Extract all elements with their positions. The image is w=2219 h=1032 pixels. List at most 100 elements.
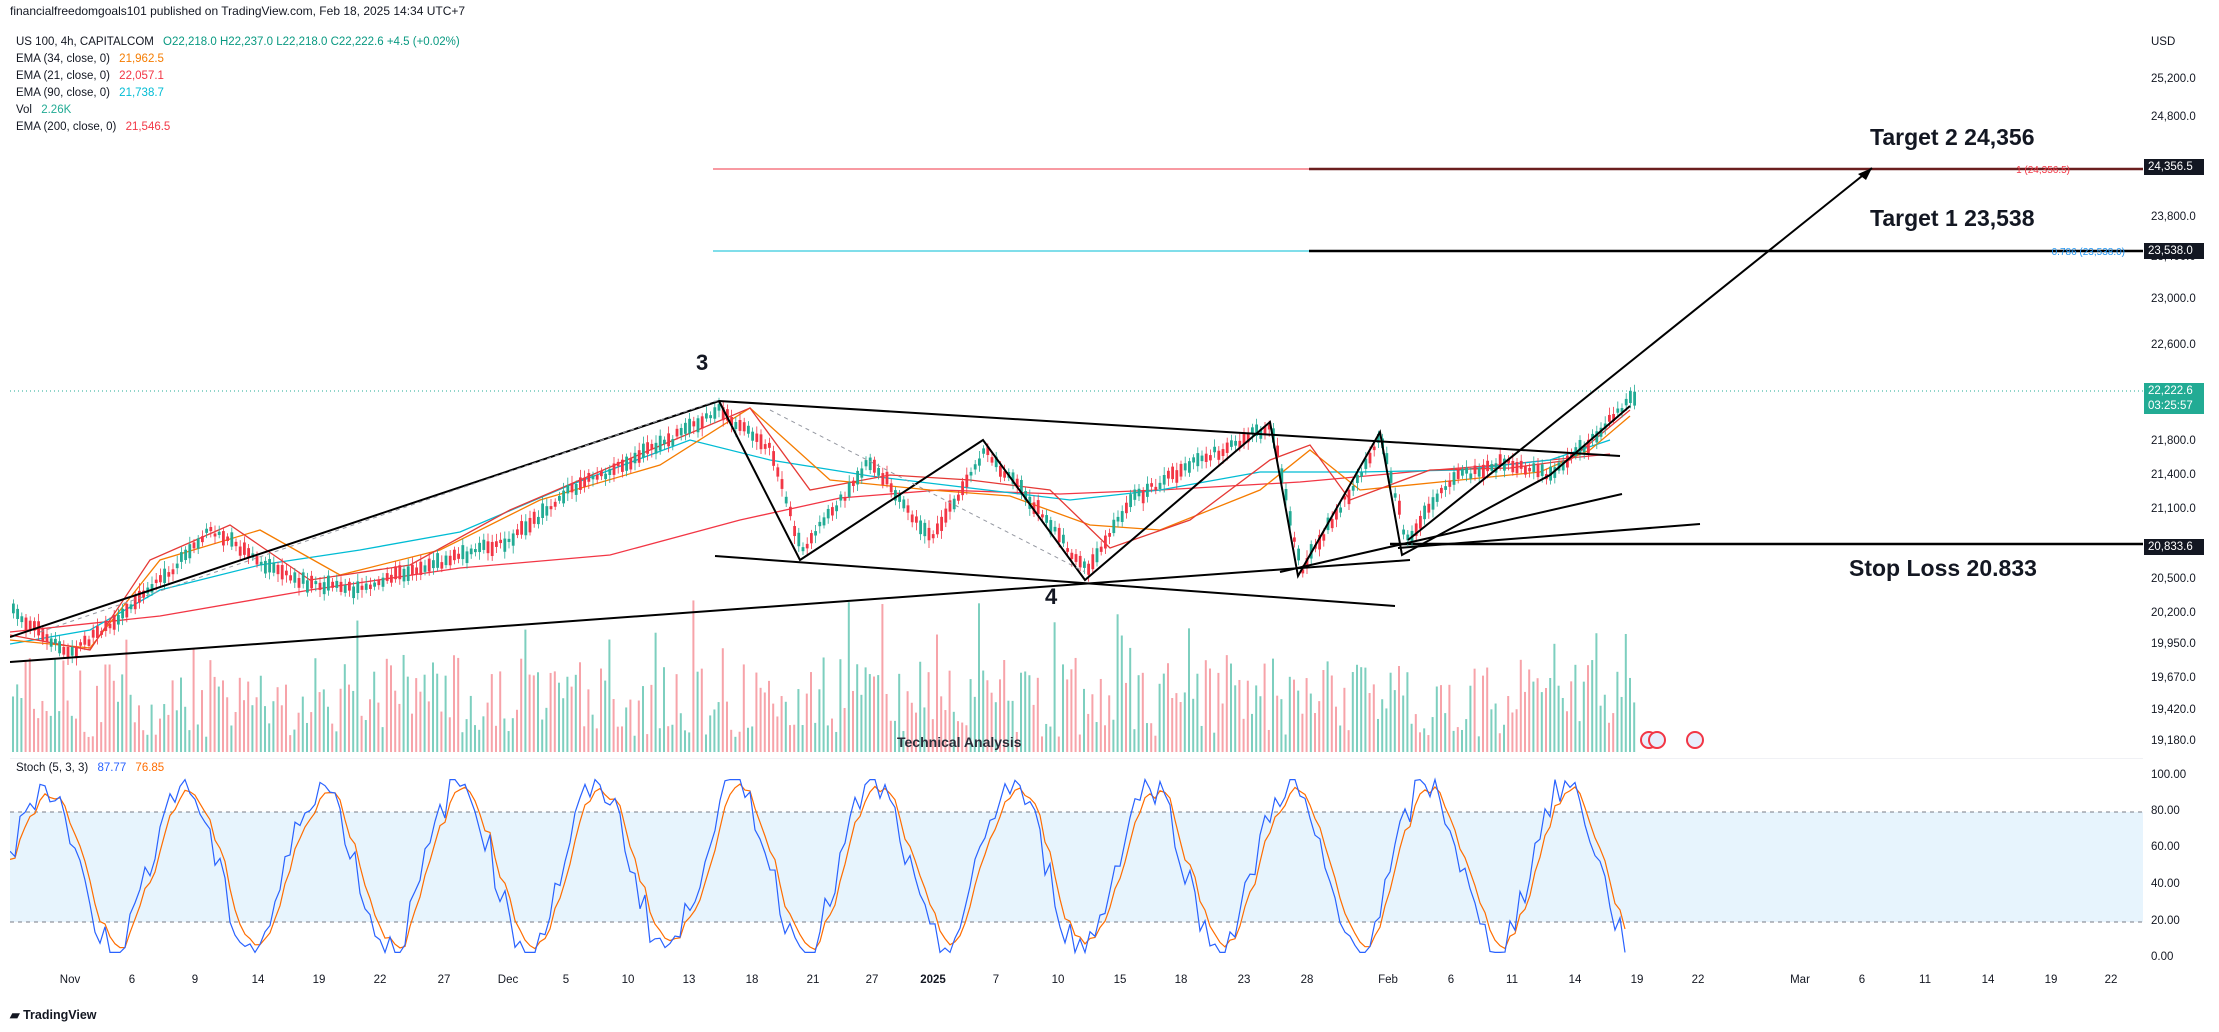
stoch-d-line <box>10 783 1626 951</box>
wave-3-label[interactable]: 3 <box>696 350 709 375</box>
legend-vol[interactable]: Vol 2.26K <box>16 102 460 119</box>
candle <box>919 520 922 535</box>
legend-ema90[interactable]: EMA (90, close, 0) 21,738.7 <box>16 85 460 102</box>
legend-symbol-row[interactable]: US 100, 4h, CAPITALCOM O22,218.0 H22,237… <box>16 34 460 51</box>
target1-label[interactable]: Target 1 23,538 <box>1870 205 2035 231</box>
candle <box>1423 505 1426 520</box>
candle <box>1553 467 1557 478</box>
volume-bar <box>910 702 913 752</box>
candle <box>986 446 990 456</box>
tradingview-logo[interactable]: ▰ TradingView <box>10 1007 97 1022</box>
price-tick: 20,200.0 <box>2151 607 2196 619</box>
volume-bar <box>1062 664 1064 752</box>
candle <box>684 422 687 434</box>
candle <box>616 461 620 467</box>
candle <box>1465 467 1468 474</box>
pattern-lines[interactable] <box>10 167 1873 663</box>
volume-bar <box>1255 685 1258 752</box>
stoch-tick: 80.00 <box>2151 805 2180 817</box>
legend-ema34[interactable]: EMA (34, close, 0) 21,962.5 <box>16 51 460 68</box>
candle <box>352 586 355 599</box>
volume-bar <box>285 684 287 752</box>
us-event-icon[interactable] <box>1686 731 1704 749</box>
stoch-legend[interactable]: Stoch (5, 3, 3) 87.77 76.85 <box>16 762 164 774</box>
candle <box>1209 455 1212 461</box>
price-tick: 21,400.0 <box>2151 469 2196 481</box>
candle <box>1473 465 1477 475</box>
time-tick: 22 <box>2104 974 2118 986</box>
volume-bar <box>385 658 388 752</box>
volume-bar <box>322 689 325 752</box>
time-tick: 6 <box>1447 974 1455 986</box>
candle <box>558 495 561 501</box>
volume-bar <box>595 728 598 752</box>
volume-bar <box>1473 668 1476 752</box>
us-event-icon[interactable] <box>1648 731 1666 749</box>
candle <box>108 623 112 629</box>
target2-label[interactable]: Target 2 24,356 <box>1870 124 2035 150</box>
price-chart[interactable]: 1 (24,356.5) 0.786 (23,538.0) <box>10 20 2143 756</box>
price-axis[interactable]: 25,200.024,800.023,800.023,400.023,000.0… <box>2143 0 2219 756</box>
retracement-dashed-line <box>769 409 1086 573</box>
volume-bar <box>1263 663 1266 752</box>
candle <box>1099 546 1103 552</box>
volume-bar <box>1288 676 1291 752</box>
volume-bar <box>1452 730 1455 752</box>
candle <box>171 569 175 575</box>
candle <box>402 568 406 582</box>
candle <box>1003 471 1006 478</box>
volume-bar <box>562 698 565 752</box>
candle <box>1402 529 1405 535</box>
time-tick: 19 <box>312 974 326 986</box>
volume-bar <box>121 674 124 752</box>
volume-bar <box>381 727 384 752</box>
legend-ema200[interactable]: EMA (200, close, 0) 21,546.5 <box>16 119 460 136</box>
volume-bar <box>805 693 808 752</box>
wave-4-label[interactable]: 4 <box>1045 584 1058 609</box>
candle <box>654 442 658 454</box>
candle <box>772 451 775 466</box>
volume-bar <box>348 684 350 752</box>
legend-ema21[interactable]: EMA (21, close, 0) 22,057.1 <box>16 68 460 85</box>
volume-bar <box>738 731 741 752</box>
candle <box>448 555 452 566</box>
volume-bar <box>503 718 506 752</box>
volume-bar <box>826 725 829 752</box>
price-tick: 20,500.0 <box>2151 573 2196 585</box>
candle <box>490 541 494 557</box>
candle <box>322 582 326 595</box>
candle <box>516 529 519 536</box>
candle <box>709 415 712 419</box>
volume-bar <box>1053 622 1056 752</box>
candle <box>465 551 469 564</box>
candle <box>927 527 931 541</box>
candle <box>1171 466 1174 480</box>
candle <box>255 556 259 565</box>
volume-bar <box>495 725 497 752</box>
volume-bar <box>1011 700 1014 752</box>
candle <box>1393 493 1397 498</box>
candle <box>310 575 313 589</box>
candle <box>1234 440 1237 446</box>
candle <box>1154 486 1158 491</box>
candle <box>440 562 444 569</box>
volume-bar <box>1385 708 1388 752</box>
volume-bar <box>566 676 569 752</box>
volume-bar <box>1532 681 1535 752</box>
time-axis[interactable]: Nov 6 9 14 19 22 27 Dec 5 10 13 18 21 27 2025 7 10 15 18 23… <box>0 974 2143 996</box>
volume-bar <box>297 712 300 752</box>
volume-bar <box>1120 635 1123 752</box>
candle <box>406 566 410 581</box>
candle <box>784 496 788 504</box>
target2-price-tag: 24,356.5 <box>2144 159 2204 175</box>
candle <box>188 544 192 559</box>
currency-label[interactable]: USD <box>2151 36 2176 48</box>
stochastic-chart[interactable] <box>10 758 2143 990</box>
stop-loss-label[interactable]: Stop Loss 20.833 <box>1849 555 2037 581</box>
volume-bar <box>864 667 867 752</box>
volume-bar <box>654 632 657 752</box>
candle <box>1444 486 1447 490</box>
volume-bar <box>1083 688 1085 752</box>
candle <box>1200 455 1204 462</box>
candle <box>1041 514 1044 518</box>
